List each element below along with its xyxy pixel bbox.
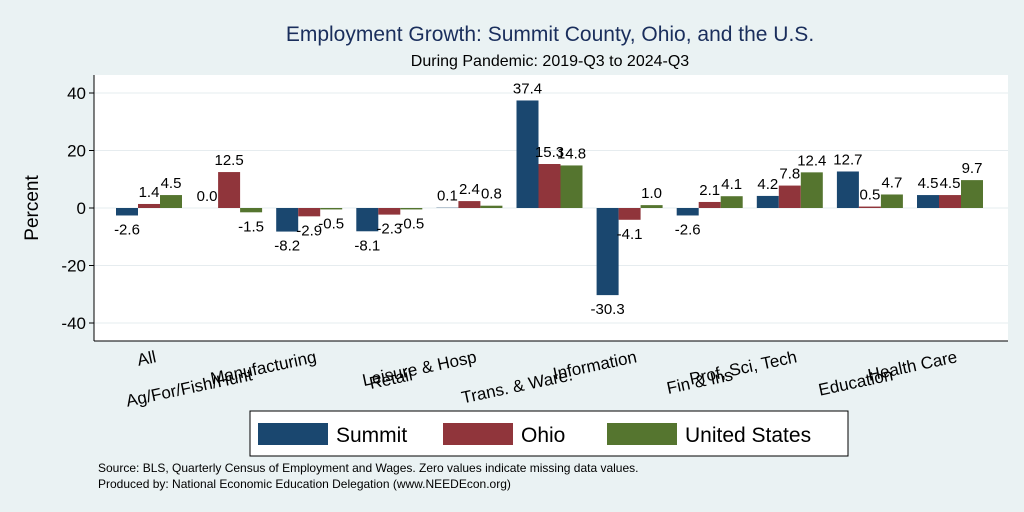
x-category-label: Manufacturing xyxy=(209,347,318,388)
data-label: 12.7 xyxy=(833,151,862,168)
bar xyxy=(618,208,641,220)
bar xyxy=(116,208,138,216)
data-label: -2.9 xyxy=(296,222,322,239)
data-label: -2.6 xyxy=(114,221,140,238)
bar xyxy=(917,195,939,208)
source-note: Source: BLS, Quarterly Census of Employm… xyxy=(98,461,638,475)
bar xyxy=(298,208,321,217)
bar xyxy=(160,195,182,208)
data-label: 4.5 xyxy=(161,175,182,192)
y-tick-label: -20 xyxy=(61,257,86,276)
bar xyxy=(961,180,983,208)
bar xyxy=(676,208,699,216)
bar xyxy=(560,165,583,208)
data-label: 4.1 xyxy=(721,176,742,193)
y-tick-label: 0 xyxy=(77,199,86,218)
data-label: 37.4 xyxy=(513,80,542,97)
data-label: 0.8 xyxy=(481,186,502,203)
data-label: 4.5 xyxy=(940,175,961,192)
data-label: 2.4 xyxy=(459,181,480,198)
bar xyxy=(596,208,619,296)
bar xyxy=(880,194,903,208)
x-category-label: All xyxy=(135,347,157,370)
data-label: -0.5 xyxy=(318,215,344,232)
y-tick-label: -40 xyxy=(61,314,86,333)
x-category-label: Prof, Sci, Tech xyxy=(688,347,799,388)
data-label: -4.1 xyxy=(617,226,643,243)
bar xyxy=(378,208,401,215)
legend-box xyxy=(249,410,849,457)
y-axis-label: Percent xyxy=(22,175,43,241)
data-label: 0.0 xyxy=(197,188,218,205)
chart-subtitle: During Pandemic: 2019-Q3 to 2024-Q3 xyxy=(411,53,689,70)
legend-label: Ohio xyxy=(521,424,565,447)
data-label: -30.3 xyxy=(590,301,624,318)
y-tick-label: 40 xyxy=(67,84,86,103)
bar xyxy=(538,164,561,208)
bar xyxy=(836,171,859,208)
x-category-label: Health Care xyxy=(866,347,959,384)
chart-title: Employment Growth: Summit County, Ohio, … xyxy=(286,23,814,46)
data-label: 12.5 xyxy=(214,152,243,169)
bar xyxy=(276,208,299,232)
y-tick-label: 20 xyxy=(67,142,86,161)
bar xyxy=(756,195,779,208)
legend-label: United States xyxy=(685,424,811,447)
data-label: 4.7 xyxy=(881,174,902,191)
data-label: 9.7 xyxy=(962,160,983,177)
data-label: 0.1 xyxy=(437,188,458,205)
data-label: -0.5 xyxy=(398,215,424,232)
data-label: 1.0 xyxy=(641,185,662,202)
data-label: 4.2 xyxy=(757,176,778,193)
bar xyxy=(800,172,823,208)
bar xyxy=(858,206,881,208)
bar xyxy=(458,201,481,208)
bar xyxy=(320,208,343,210)
data-label: 0.5 xyxy=(859,187,880,204)
legend-swatch xyxy=(443,423,513,445)
bar xyxy=(516,100,539,208)
data-label: 14.8 xyxy=(557,145,586,162)
y-axis: -40 -20 0 20 40 xyxy=(61,75,1008,342)
data-label: 15.3 xyxy=(535,144,564,161)
produced-by-note: Produced by: National Economic Education… xyxy=(98,477,511,491)
data-label: -2.3 xyxy=(376,221,402,238)
data-label: -8.1 xyxy=(354,237,380,254)
bar xyxy=(356,208,379,232)
data-label: -8.2 xyxy=(274,238,300,255)
data-label: 12.4 xyxy=(797,152,826,169)
bar xyxy=(480,205,503,208)
bar xyxy=(400,208,423,210)
bars-group xyxy=(116,100,983,296)
bar xyxy=(218,172,241,208)
bar xyxy=(778,185,801,208)
legend-label: Summit xyxy=(336,424,407,447)
bar xyxy=(939,195,961,208)
data-label: 1.4 xyxy=(139,184,160,201)
data-label: -2.6 xyxy=(675,221,701,238)
bar xyxy=(240,208,263,213)
legend: Summit Ohio United States xyxy=(249,410,849,457)
x-category-label: Information xyxy=(551,347,638,383)
legend-swatch xyxy=(258,423,328,445)
bar xyxy=(720,196,743,208)
data-label: 7.8 xyxy=(779,166,800,183)
bar xyxy=(138,203,160,208)
x-category-label: Leisure & Hosp xyxy=(361,347,479,390)
data-label: 4.5 xyxy=(918,175,939,192)
bar xyxy=(640,205,663,208)
data-label: -1.5 xyxy=(238,218,264,235)
bar xyxy=(698,201,721,208)
data-labels-group: -2.61.44.50.012.5-1.5-8.2-2.9-0.5-8.1-2.… xyxy=(114,80,982,318)
data-label: 2.1 xyxy=(699,182,720,199)
legend-swatch xyxy=(607,423,677,445)
